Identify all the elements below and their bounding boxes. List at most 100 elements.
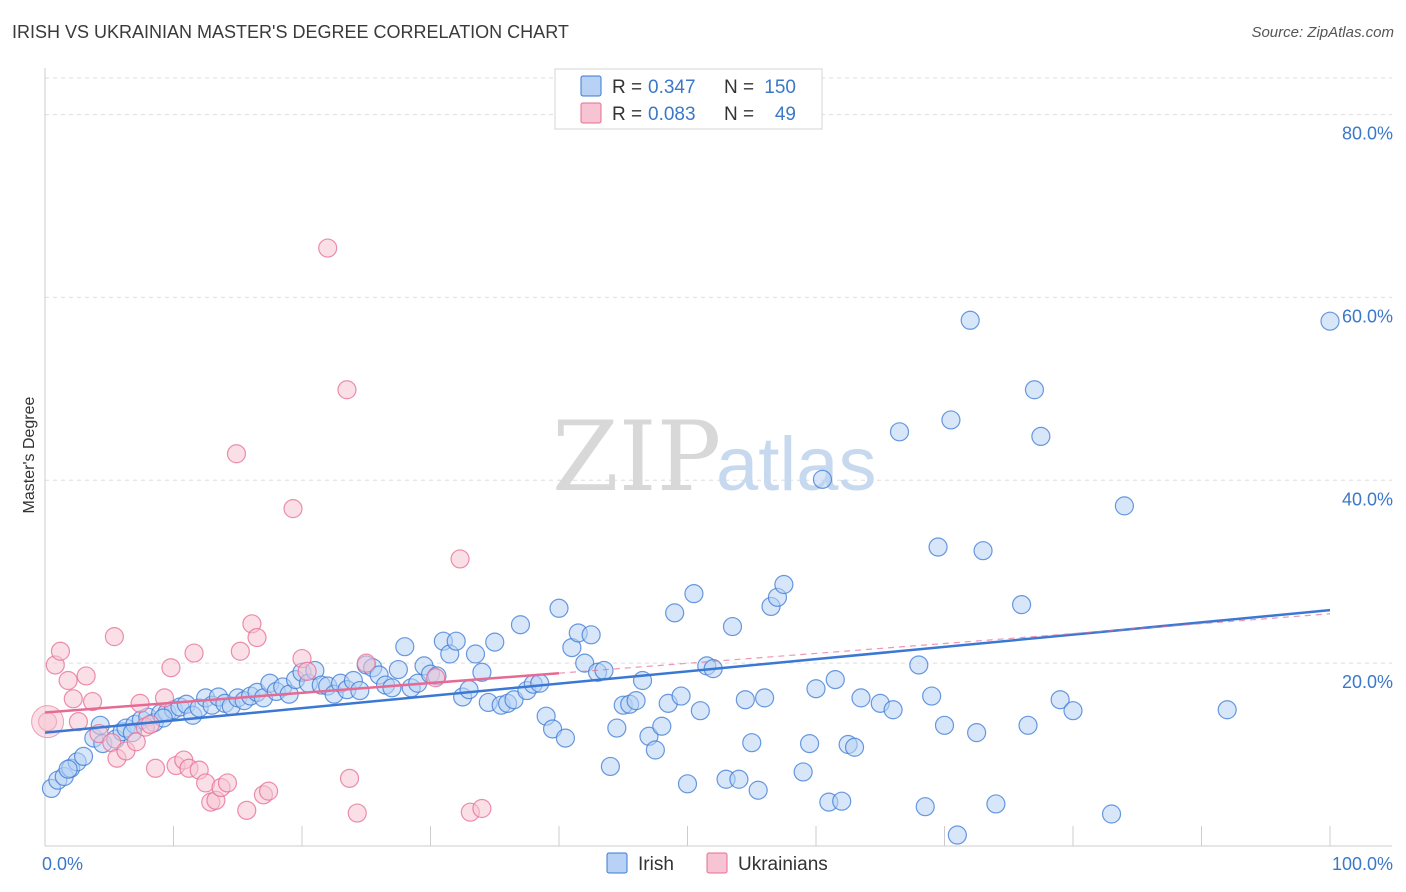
irish-point-96	[665, 603, 685, 623]
ukrainians-point-41	[337, 380, 357, 400]
y-tick-label-0: 20.0%	[1342, 672, 1393, 692]
legend-n-label-ukrainians: N =	[724, 104, 754, 125]
irish-point-53	[388, 659, 408, 680]
irish-point-90	[626, 691, 646, 711]
legend-n-label-irish: N =	[724, 77, 754, 98]
ukrainians-point-7	[82, 691, 103, 712]
ukrainians-point-19	[161, 658, 181, 678]
irish-point-128	[922, 686, 942, 706]
ukrainians-point-34	[247, 627, 267, 648]
ukrainians-point-29	[217, 773, 238, 793]
ukrainian-points	[31, 238, 492, 823]
irish-point-54	[395, 637, 415, 657]
ukrainians-point-31	[230, 641, 250, 661]
watermark-zip: ZIP	[552, 401, 721, 513]
irish-point-100	[690, 701, 710, 721]
ukrainians-point-6	[76, 666, 96, 686]
ukrainians-point-3	[58, 670, 78, 691]
irish-point-79	[555, 728, 576, 748]
irish-point-87	[607, 718, 627, 738]
irish-point-127	[915, 797, 935, 817]
ukrainians-point-39	[297, 661, 317, 681]
irish-point-83	[581, 625, 601, 645]
irish-point-93	[645, 740, 665, 760]
irish-point-136	[986, 794, 1006, 814]
irish-point-138	[1018, 715, 1038, 735]
legend-r-label-irish: R =	[612, 77, 642, 98]
irish-point-109	[754, 688, 775, 708]
irish-point-115	[806, 679, 826, 699]
ukrainians-point-32	[237, 800, 257, 820]
irish-point-132	[947, 825, 967, 845]
legend-r-value-ukrainians: 0.083	[648, 104, 696, 125]
y-tick-label-2: 60.0%	[1342, 306, 1393, 326]
irish-point-113	[793, 762, 813, 782]
legend-swatch-irish	[580, 75, 602, 97]
irish-point-66	[472, 662, 492, 682]
legend-n-value-irish: 150	[764, 77, 796, 98]
irish-point-5	[73, 746, 94, 767]
irish-point-121	[844, 737, 865, 757]
ukrainians-point-36	[258, 781, 279, 801]
irish-point-47	[350, 680, 370, 701]
ukrainians-point-30	[226, 444, 247, 464]
watermark-atlas: atlas	[716, 422, 877, 507]
irish-point-52	[382, 678, 402, 698]
irish-point-105	[729, 769, 749, 789]
watermark: ZIP atlas	[552, 401, 877, 513]
irish-point-119	[832, 791, 852, 811]
irish-point-108	[748, 780, 768, 800]
bottom-legend-swatch-irish	[606, 852, 628, 874]
irish-point-116	[812, 469, 833, 489]
irish-point-129	[928, 537, 948, 557]
irish-point-145	[1217, 700, 1237, 720]
chart-title: IRISH VS UKRAINIAN MASTER'S DEGREE CORRE…	[12, 22, 569, 42]
ukrainians-point-2	[50, 641, 71, 661]
ukrainians-point-4	[63, 689, 83, 709]
trend-lines	[44, 608, 1331, 734]
y-tick-label-1: 40.0%	[1342, 489, 1393, 509]
irish-point-99	[684, 584, 704, 604]
irish-point-124	[883, 700, 903, 720]
irish-point-139	[1024, 380, 1045, 400]
irish-point-78	[549, 598, 569, 618]
irish-point-118	[825, 669, 845, 690]
ukrainians-point-42	[339, 768, 360, 788]
irish-point-130	[934, 715, 955, 735]
ukrainians-point-46	[450, 549, 470, 569]
irish-trend-line	[44, 608, 1331, 734]
irish-point-143	[1101, 804, 1122, 824]
irish-point-114	[799, 733, 820, 754]
y-tick-label-3: 80.0%	[1342, 124, 1393, 144]
irish-point-144	[1114, 496, 1135, 516]
legend-swatch-ukrainians	[580, 102, 602, 124]
ukrainians-point-large	[31, 705, 65, 739]
x-tick-label-0: 0.0%	[42, 854, 83, 874]
irish-point-112	[774, 574, 794, 595]
y-axis-label: Master's Degree	[21, 396, 38, 513]
legend: R = 0.347 N = 150 R = 0.083 N = 49	[554, 68, 823, 130]
legend-n-value-ukrainians: 49	[775, 104, 796, 125]
irish-point-65	[465, 644, 486, 664]
irish-point-126	[909, 655, 929, 675]
irish-point-97	[671, 686, 691, 706]
tick-labels: 20.0% 40.0% 60.0% 80.0% 0.0% 100.0%	[42, 124, 1393, 874]
bottom-legend-swatch-ukrainians	[706, 852, 728, 874]
irish-point-142	[1063, 701, 1083, 721]
ukrainians-trend-extension	[558, 613, 1331, 674]
irish-point-104	[722, 616, 743, 637]
ukrainians-point-23	[184, 643, 204, 663]
irish-point-94	[652, 716, 672, 736]
legend-r-label-ukrainians: R =	[612, 104, 642, 125]
irish-point-62	[446, 631, 466, 651]
ukrainians-point-11	[104, 627, 124, 647]
irish-point-86	[600, 756, 621, 777]
irish-point-131	[941, 410, 961, 430]
irish-point-147	[58, 759, 78, 779]
irish-point-135	[973, 541, 993, 561]
bottom-legend-label-ukrainians: Ukrainians	[738, 854, 828, 875]
ukrainians-point-48	[472, 798, 492, 819]
irish-point-64	[459, 680, 479, 700]
irish-point-125	[889, 422, 910, 442]
ukrainians-point-17	[145, 758, 166, 778]
